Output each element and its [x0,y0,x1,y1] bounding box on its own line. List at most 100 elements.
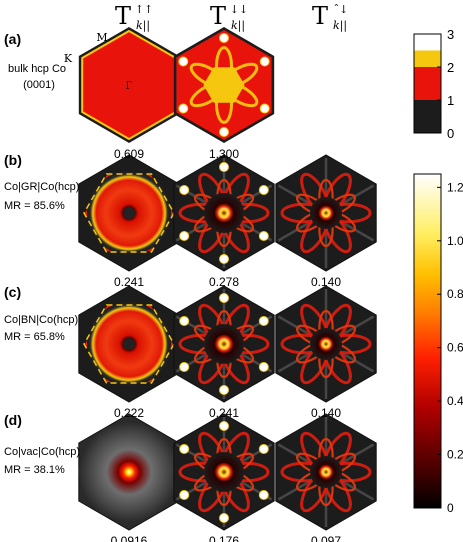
fermi-glow [79,422,179,522]
panel-b-ud [275,154,377,272]
center-ring [204,324,244,364]
hot-spot [219,127,229,137]
hot-spot [179,444,190,454]
hot-spot [219,33,229,43]
panel-b-uu [78,154,180,272]
column-header-label: T [312,2,328,30]
colorbar-gradient [413,173,442,509]
hot-spot [258,490,269,500]
row-label: Co|GR|Co(hcp) [4,181,79,193]
column-header-label: T [210,2,226,30]
colorbar-tick-label: 0.4 [447,394,463,408]
panel-a-dd [173,27,275,143]
hot-spot [219,385,229,395]
hot-spot [178,56,189,67]
bz-label-gamma: Γ [126,81,133,92]
panel-d-dd [173,413,275,531]
panel-value: 0.278 [209,275,239,289]
column-header-sub: k|| [136,19,150,33]
hot-spot [258,362,269,372]
hot-spot [179,316,190,326]
panel-value: 0.140 [311,406,341,420]
panel-value: 0.241 [114,275,144,289]
hot-spot [259,56,270,67]
colorbar-level [414,50,441,67]
fermi-rim [83,304,175,384]
panel-value: 0.0916 [111,534,148,542]
column-header-sup: ↑↑ [135,3,153,16]
colorbar-tick-label: 0.2 [447,448,463,462]
colorbar-top: 0 1 2 3 [413,27,454,141]
colorbar-level [414,34,441,51]
center-ring [310,328,342,360]
panel-value: 0.176 [209,534,239,542]
bz-label-k: K [64,52,73,65]
column-header: T ↑↑ k|| [115,2,153,33]
colorbar-bottom: 0 0.2 0.4 0.6 0.8 1.0 1.2 [413,173,463,515]
bz-label-m: M [96,31,107,44]
hot-spot [258,316,269,326]
panel-d-ud [275,413,377,531]
panel-c-dd [173,285,275,403]
panel-c-uu [78,285,180,403]
fermi-rim [83,173,175,253]
colorbar-level [414,100,441,133]
column-header: T ↓↓ k|| [210,2,248,33]
row-label: bulk hcp Co [8,63,66,75]
panel-b-dd [173,154,275,272]
hot-spot [219,254,229,264]
row-label: Co|BN|Co(hcp) [4,314,78,326]
row-letter: (d) [4,412,22,428]
center-ring [310,197,342,229]
row-label: (0001) [23,79,55,91]
hot-spot [219,513,229,523]
hot-spot [219,421,229,431]
hot-spot [258,231,269,241]
column-header-sup: ↓↓ [230,3,248,16]
column-header-label: T [115,2,131,30]
column-header: T ˆ↓ k|| [312,2,348,33]
colorbar-tick-label: 0.8 [447,287,463,301]
colorbar-tick-label: 1.2 [447,180,463,194]
colorbar-tick-label: 3 [447,27,454,42]
center-ring [204,452,244,492]
panel-c-ud [275,285,377,403]
gamma-spot [123,207,135,219]
panel-value: 1.300 [209,147,239,161]
colorbar-level [414,67,441,100]
hot-spot [258,185,269,195]
hot-spot [219,162,229,172]
colorbar-frame [413,33,442,134]
column-header-sup: ˆ↓ [334,3,349,16]
center-ring [310,456,342,488]
row-label: MR = 85.6% [4,200,65,212]
hot-spot [219,293,229,303]
gamma-spot [123,338,135,350]
row-label: Co|vac|Co(hcp) [4,446,80,458]
center-pocket [203,67,245,103]
row-letter: (c) [4,284,21,300]
hot-spot [179,185,190,195]
hot-spot [179,490,190,500]
row-letter: (b) [4,152,22,168]
panel-a-uu: M K Γ [64,27,180,143]
panel-value: 0.609 [114,147,144,161]
hot-spot [179,362,190,372]
row-label: MR = 65.8% [4,331,65,343]
panel-value: 0.097 [311,534,341,542]
row-letter: (a) [4,31,21,47]
colorbar-tick-label: 1.0 [447,234,463,248]
hot-spot [259,103,270,114]
column-header-sub: k|| [231,19,245,33]
panel-value: 0.241 [209,406,239,420]
panel-value: 0.222 [114,406,144,420]
colorbar-tick-label: 2 [447,60,454,75]
hot-spot [178,103,189,114]
center-ring [204,193,244,233]
colorbar-tick-label: 1 [447,93,454,108]
hot-spot [179,231,190,241]
column-header-sub: k|| [333,19,347,33]
hot-spot [258,444,269,454]
colorbar-tick-label: 0 [447,501,454,515]
